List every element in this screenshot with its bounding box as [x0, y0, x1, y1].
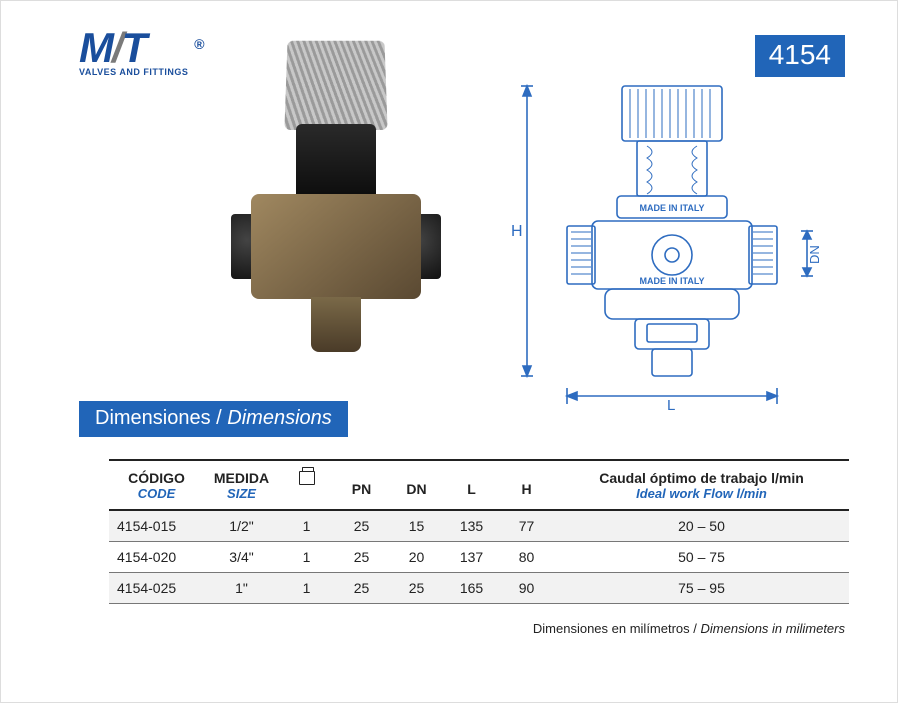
cell-code: 4154-015 [109, 510, 204, 542]
cell-size: 1/2" [204, 510, 279, 542]
cell-size: 3/4" [204, 542, 279, 573]
section-title-sep: / [211, 407, 228, 429]
footnote-es: Dimensiones en milímetros [533, 621, 690, 636]
cell-h: 77 [499, 510, 554, 542]
brand-tagline: VALVES AND FITTINGS [79, 67, 188, 77]
made-in-italy-1: MADE IN ITALY [639, 203, 704, 213]
th-caudal-en: Ideal work Flow l/min [554, 486, 849, 510]
th-dn: DN [389, 460, 444, 510]
cell-code: 4154-020 [109, 542, 204, 573]
footnote-units: Dimensiones en milímetros / Dimensions i… [533, 621, 845, 636]
brand-logo: M/T ® VALVES AND FITTINGS [79, 31, 188, 77]
cell-flow: 20 – 50 [554, 510, 849, 542]
th-h: H [499, 460, 554, 510]
brand-logo-mark: M/T ® [79, 31, 188, 65]
cell-dn: 25 [389, 573, 444, 604]
cell-box: 1 [279, 573, 334, 604]
th-box-blank [279, 486, 334, 510]
valve-body-icon [251, 194, 421, 299]
registered-mark: ® [194, 39, 202, 50]
product-photo [221, 29, 451, 379]
th-box-icon [279, 460, 334, 486]
cell-pn: 25 [334, 510, 389, 542]
section-title-en: Dimensions [227, 407, 331, 429]
valve-stem-icon [296, 124, 376, 204]
cell-box: 1 [279, 510, 334, 542]
cell-flow: 75 – 95 [554, 573, 849, 604]
cell-l: 165 [444, 573, 499, 604]
valve-cap-icon [284, 41, 387, 130]
footnote-sep: / [690, 621, 701, 636]
dim-l-label: L [667, 397, 675, 411]
dim-h-label: H [511, 223, 523, 240]
product-code-badge: 4154 [755, 35, 845, 77]
cell-h: 80 [499, 542, 554, 573]
technical-drawing: H L DN [497, 76, 842, 411]
logo-t: T [122, 24, 146, 71]
cell-dn: 15 [389, 510, 444, 542]
cell-pn: 25 [334, 573, 389, 604]
cell-code: 4154-025 [109, 573, 204, 604]
cell-size: 1" [204, 573, 279, 604]
cell-pn: 25 [334, 542, 389, 573]
table-row: 4154-0151/2"125151357720 – 50 [109, 510, 849, 542]
table-body: 4154-0151/2"125151357720 – 504154-0203/4… [109, 510, 849, 604]
dim-dn-label: DN [807, 245, 822, 264]
footnote-en: Dimensions in milimeters [701, 621, 845, 636]
dimensions-table-wrap: CÓDIGO MEDIDA PN DN L H Caudal óptimo de… [109, 459, 849, 604]
valve-base-icon [311, 297, 361, 352]
table-row: 4154-0203/4"125201378050 – 75 [109, 542, 849, 573]
th-code: CODE [109, 486, 204, 510]
table-row: 4154-0251"125251659075 – 95 [109, 573, 849, 604]
section-title-es: Dimensiones [95, 407, 211, 429]
th-l: L [444, 460, 499, 510]
cell-l: 135 [444, 510, 499, 542]
th-medida: MEDIDA [204, 460, 279, 486]
th-size: SIZE [204, 486, 279, 510]
th-caudal-es: Caudal óptimo de trabajo l/min [554, 460, 849, 486]
package-icon [299, 471, 315, 485]
cell-flow: 50 – 75 [554, 542, 849, 573]
th-pn: PN [334, 460, 389, 510]
logo-m: M [79, 24, 112, 71]
logo-slash: / [112, 24, 122, 71]
made-in-italy-2: MADE IN ITALY [639, 276, 704, 286]
dimensions-table: CÓDIGO MEDIDA PN DN L H Caudal óptimo de… [109, 459, 849, 604]
cell-dn: 20 [389, 542, 444, 573]
cell-h: 90 [499, 573, 554, 604]
th-codigo: CÓDIGO [109, 460, 204, 486]
section-header-dimensions: Dimensiones / Dimensions [79, 401, 348, 437]
cell-l: 137 [444, 542, 499, 573]
cell-box: 1 [279, 542, 334, 573]
